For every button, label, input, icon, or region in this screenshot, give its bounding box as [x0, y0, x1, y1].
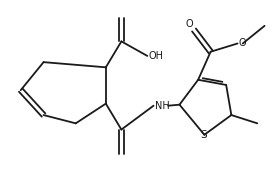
- Text: OH: OH: [148, 51, 163, 61]
- Text: O: O: [238, 39, 246, 49]
- Text: NH: NH: [155, 101, 169, 111]
- Text: S: S: [200, 130, 207, 140]
- Text: O: O: [185, 19, 193, 29]
